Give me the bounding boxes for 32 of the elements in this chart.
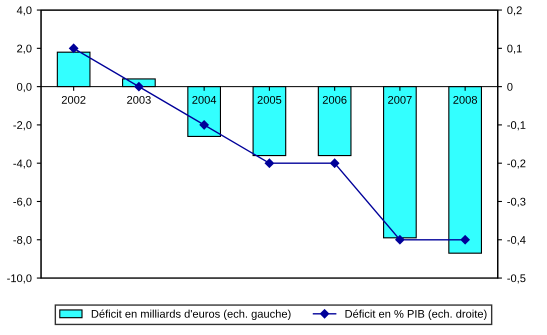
x-tick-label: 2007: [388, 96, 412, 104]
legend-label: Déficit en milliards d'euros (ech. gauche): [92, 309, 291, 320]
x-tick-label: 2003: [127, 96, 151, 104]
point: [134, 82, 144, 92]
y-tick-label: -2,0: [13, 121, 32, 130]
point: [330, 158, 340, 168]
y2-tick-label: 0: [507, 82, 513, 91]
x-tick-label: 2004: [192, 96, 216, 104]
y-tick-label: -6,0: [13, 198, 32, 207]
y-tick-label: 2,0: [17, 44, 32, 54]
legend-label: Déficit en % PIB (ech. droite): [345, 309, 487, 320]
x-tick-label: 2008: [453, 96, 478, 104]
x-tick-label: 2002: [62, 96, 86, 104]
y2-tick-label: -0,2: [507, 159, 526, 169]
y-tick-label: -8,0: [13, 236, 32, 246]
y-tick-label: 4,0: [16, 6, 32, 16]
y-tick-label: -4,0: [13, 159, 32, 169]
point: [200, 120, 209, 130]
y2-tick-label: -0,3: [507, 198, 526, 207]
y2-tick-label: -0,5: [507, 274, 526, 284]
point: [264, 158, 274, 168]
x-tick-label: 2006: [322, 96, 347, 104]
y2-tick-label: -0,1: [507, 121, 526, 130]
point: [395, 235, 405, 244]
y-tick-label: -10,0: [7, 274, 32, 284]
x-tick-label: 2005: [258, 96, 282, 104]
y-tick-label: 0,0: [16, 82, 32, 92]
y2-tick-label: 0,1: [507, 44, 522, 54]
point: [69, 44, 78, 53]
y2-tick-label: -0,4: [507, 236, 526, 246]
point: [460, 235, 470, 244]
y2-tick-label: 0,2: [507, 6, 522, 16]
